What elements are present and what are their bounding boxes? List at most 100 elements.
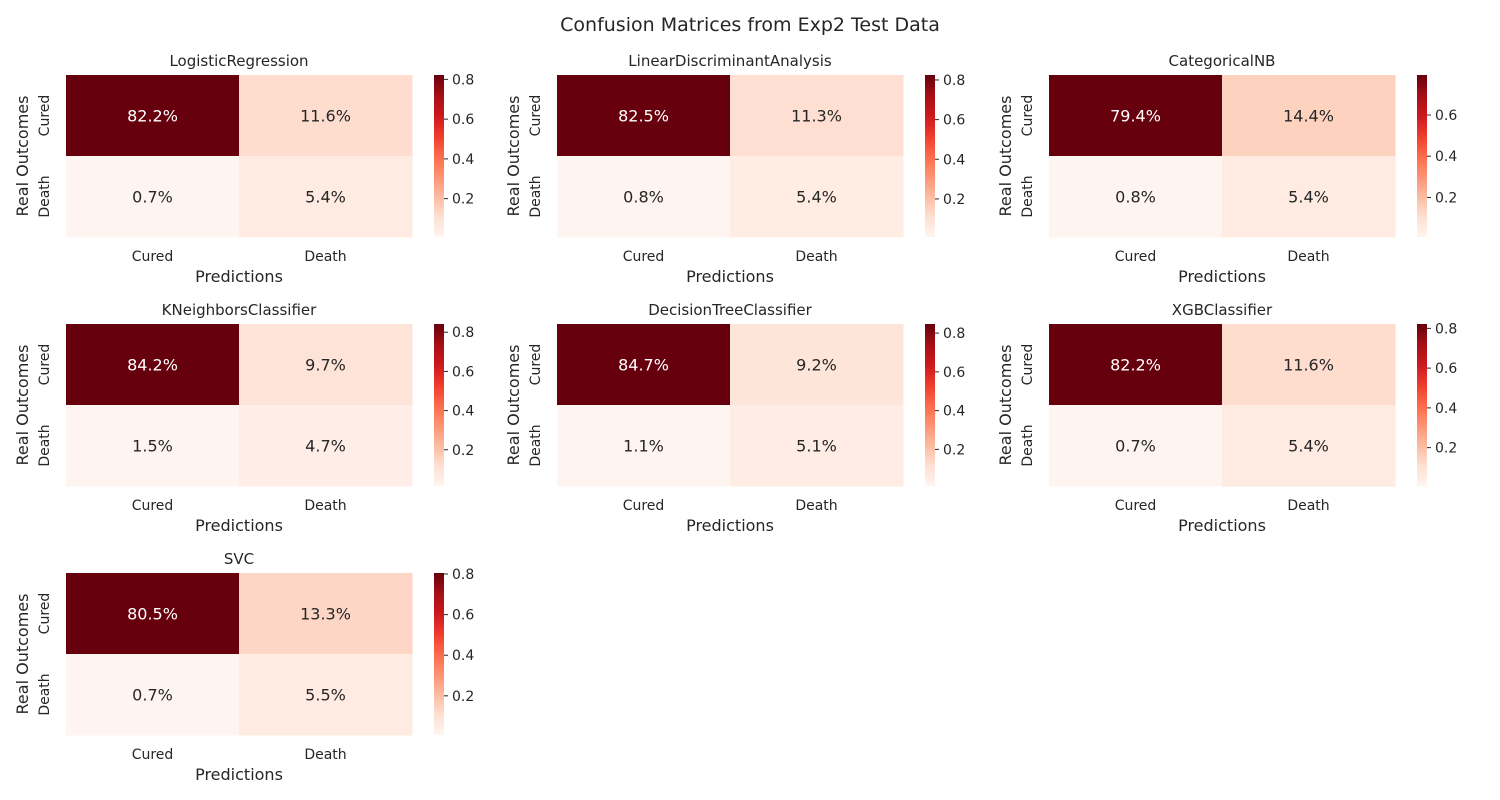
- heatmap-cell: [239, 324, 413, 406]
- y-tick-label: Cured: [37, 95, 53, 137]
- y-tick-label: Death: [1020, 424, 1036, 466]
- heatmap-cell: [1049, 156, 1223, 238]
- y-axis-label: Real Outcomes: [996, 345, 1015, 466]
- cell-annotation: 9.7%: [305, 356, 346, 375]
- panel-title: DecisionTreeClassifier: [648, 301, 812, 319]
- colorbar: [1417, 75, 1427, 237]
- cell-annotation: 0.8%: [623, 188, 664, 207]
- x-tick-label: Death: [304, 747, 346, 763]
- x-tick-label: Death: [1287, 498, 1329, 514]
- cell-annotation: 11.6%: [1283, 356, 1334, 375]
- panel-title: KNeighborsClassifier: [162, 301, 317, 319]
- x-tick-label: Cured: [1115, 498, 1157, 514]
- x-axis-label: Predictions: [195, 267, 283, 286]
- y-axis-label: Real Outcomes: [13, 594, 32, 715]
- cell-annotation: 1.1%: [623, 437, 664, 456]
- heatmap-cell: [1222, 75, 1396, 157]
- x-tick-label: Cured: [623, 498, 665, 514]
- colorbar: [925, 324, 935, 486]
- x-tick-label: Death: [304, 249, 346, 265]
- cell-annotation: 5.4%: [305, 188, 346, 207]
- cell-annotation: 14.4%: [1283, 107, 1334, 126]
- cell-annotation: 0.8%: [1115, 188, 1156, 207]
- x-tick-label: Death: [795, 249, 837, 265]
- cell-annotation: 82.2%: [127, 107, 178, 126]
- cell-annotation: 13.3%: [300, 605, 351, 624]
- x-axis-label: Predictions: [1178, 516, 1266, 535]
- cell-annotation: 84.7%: [618, 356, 669, 375]
- heatmap-panel-svc: SVC 80.5% 13.3% 0.7% 5.5% Cured Death Predictio…: [13, 550, 474, 784]
- colorbar-tick-label: 0.4: [452, 404, 474, 420]
- heatmap-cell: [730, 75, 904, 157]
- heatmap-cell: [730, 405, 904, 487]
- cell-annotation: 5.4%: [1288, 188, 1329, 207]
- y-tick-label: Death: [37, 673, 53, 715]
- x-tick-label: Death: [304, 498, 346, 514]
- panel-title: CategoricalNB: [1169, 52, 1276, 70]
- heatmap-panel-lineardiscriminantanalysis: LinearDiscriminantAnalysis 82.5% 11.3% 0.8%…: [504, 52, 965, 286]
- colorbar: [434, 573, 444, 735]
- cell-annotation: 11.6%: [300, 107, 351, 126]
- heatmap-panel-categoricalnb: CategoricalNB 79.4% 14.4% 0.8% 5.4% Cured Deat…: [996, 52, 1457, 286]
- colorbar-tick-label: 0.2: [452, 689, 474, 705]
- heatmap-cell: [1222, 324, 1396, 406]
- colorbar-tick-label: 0.8: [943, 326, 965, 342]
- y-tick-label: Cured: [1020, 344, 1036, 386]
- heatmap-cell: [557, 75, 731, 157]
- heatmap-cell: [1049, 405, 1223, 487]
- colorbar-tick-label: 0.2: [1435, 190, 1457, 206]
- y-tick-label: Death: [37, 424, 53, 466]
- colorbar-tick-label: 0.6: [943, 113, 965, 129]
- x-tick-label: Cured: [1115, 249, 1157, 265]
- heatmap-cell: [730, 156, 904, 238]
- heatmap-cell: [239, 156, 413, 238]
- panel-title: LinearDiscriminantAnalysis: [628, 52, 832, 70]
- colorbar-tick-label: 0.4: [1435, 149, 1457, 165]
- heatmap-cell: [66, 324, 240, 406]
- cell-annotation: 1.5%: [132, 437, 173, 456]
- heatmap-cell: [66, 75, 240, 157]
- y-axis-label: Real Outcomes: [996, 96, 1015, 217]
- colorbar: [925, 75, 935, 237]
- heatmap-cell: [1049, 75, 1223, 157]
- cell-annotation: 0.7%: [132, 188, 173, 207]
- x-axis-label: Predictions: [1178, 267, 1266, 286]
- heatmap-panels: LogisticRegression 82.2% 11.6% 0.7% 5.4% Cure…: [13, 52, 1457, 784]
- heatmap-cell: [557, 405, 731, 487]
- colorbar-tick-label: 0.2: [1435, 441, 1457, 457]
- y-tick-label: Cured: [37, 344, 53, 386]
- colorbar-tick-label: 0.2: [943, 192, 965, 208]
- colorbar-tick-label: 0.2: [452, 192, 474, 208]
- colorbar-tick-label: 0.6: [943, 365, 965, 381]
- cell-annotation: 5.5%: [305, 686, 346, 705]
- colorbar-tick-label: 0.4: [943, 152, 965, 168]
- heatmap-cell: [66, 654, 240, 736]
- heatmap-cell: [239, 573, 413, 655]
- heatmap-cell: [66, 573, 240, 655]
- cell-annotation: 84.2%: [127, 356, 178, 375]
- colorbar-tick-label: 0.8: [943, 73, 965, 89]
- cell-annotation: 0.7%: [132, 686, 173, 705]
- cell-annotation: 82.5%: [618, 107, 669, 126]
- heatmap-cell: [557, 324, 731, 406]
- colorbar-tick-label: 0.6: [452, 364, 474, 380]
- heatmap-panel-xgbclassifier: XGBClassifier 82.2% 11.6% 0.7% 5.4% Cured Deat…: [996, 301, 1457, 535]
- x-axis-label: Predictions: [195, 765, 283, 784]
- x-axis-label: Predictions: [686, 267, 774, 286]
- colorbar-tick-label: 0.6: [1435, 361, 1457, 377]
- colorbar-tick-label: 0.2: [452, 443, 474, 459]
- figure-title: Confusion Matrices from Exp2 Test Data: [560, 14, 940, 36]
- x-tick-label: Cured: [132, 498, 174, 514]
- heatmap-cell: [66, 405, 240, 487]
- cell-annotation: 82.2%: [1110, 356, 1161, 375]
- cell-annotation: 5.4%: [1288, 437, 1329, 456]
- colorbar-tick-label: 0.8: [452, 325, 474, 341]
- colorbar-tick-label: 0.4: [943, 404, 965, 420]
- cell-annotation: 4.7%: [305, 437, 346, 456]
- heatmap-cell: [239, 75, 413, 157]
- colorbar: [434, 75, 444, 237]
- cell-annotation: 79.4%: [1110, 107, 1161, 126]
- x-tick-label: Death: [1287, 249, 1329, 265]
- colorbar-tick-label: 0.6: [1435, 108, 1457, 124]
